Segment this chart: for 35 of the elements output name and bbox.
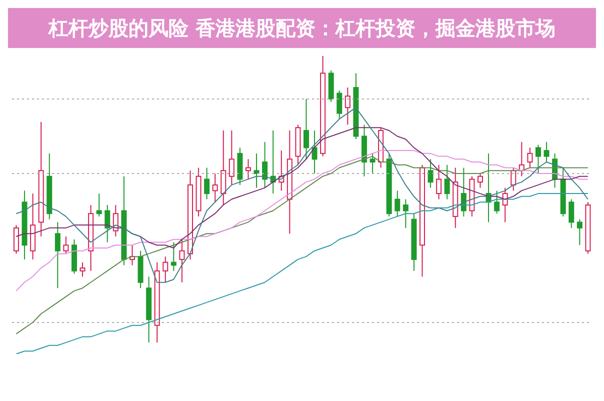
- candlestick: [262, 141, 268, 188]
- candlestick: [370, 152, 376, 174]
- candlestick: [179, 238, 185, 283]
- candlestick: [428, 158, 434, 188]
- candlestick: [170, 242, 176, 272]
- candlestick: [80, 262, 86, 278]
- candlestick: [494, 190, 500, 214]
- candlestick: [112, 204, 118, 238]
- candlestick: [312, 130, 318, 174]
- candlestick: [402, 198, 408, 228]
- candlestick: [204, 167, 210, 200]
- candlestick: [568, 198, 574, 228]
- candlestick: [544, 141, 550, 163]
- candlestick: [535, 144, 541, 174]
- candlestick: [13, 224, 19, 254]
- candlestick: [162, 256, 168, 283]
- candlestick: [527, 147, 533, 168]
- candlestick: [576, 218, 582, 246]
- candlestick: [477, 172, 483, 188]
- candlestick: [96, 193, 102, 217]
- candlestick: [220, 130, 226, 206]
- candlestick: [444, 164, 450, 200]
- candlestick: [63, 236, 69, 254]
- candlestick: [336, 90, 342, 120]
- chart-title: 杠杆炒股的风险 香港港股配资：杠杆投资，掘金港股市场: [8, 8, 596, 48]
- candlestick: [394, 190, 400, 217]
- candlestick: [254, 152, 260, 188]
- candlestick: [228, 130, 234, 186]
- candlestick: [303, 98, 309, 160]
- candlestick: [212, 172, 218, 203]
- candlestick: [436, 164, 442, 200]
- candlestick: [54, 222, 60, 289]
- candlestick: [245, 158, 251, 180]
- candlestick: [344, 87, 350, 126]
- candlestick: [104, 204, 110, 243]
